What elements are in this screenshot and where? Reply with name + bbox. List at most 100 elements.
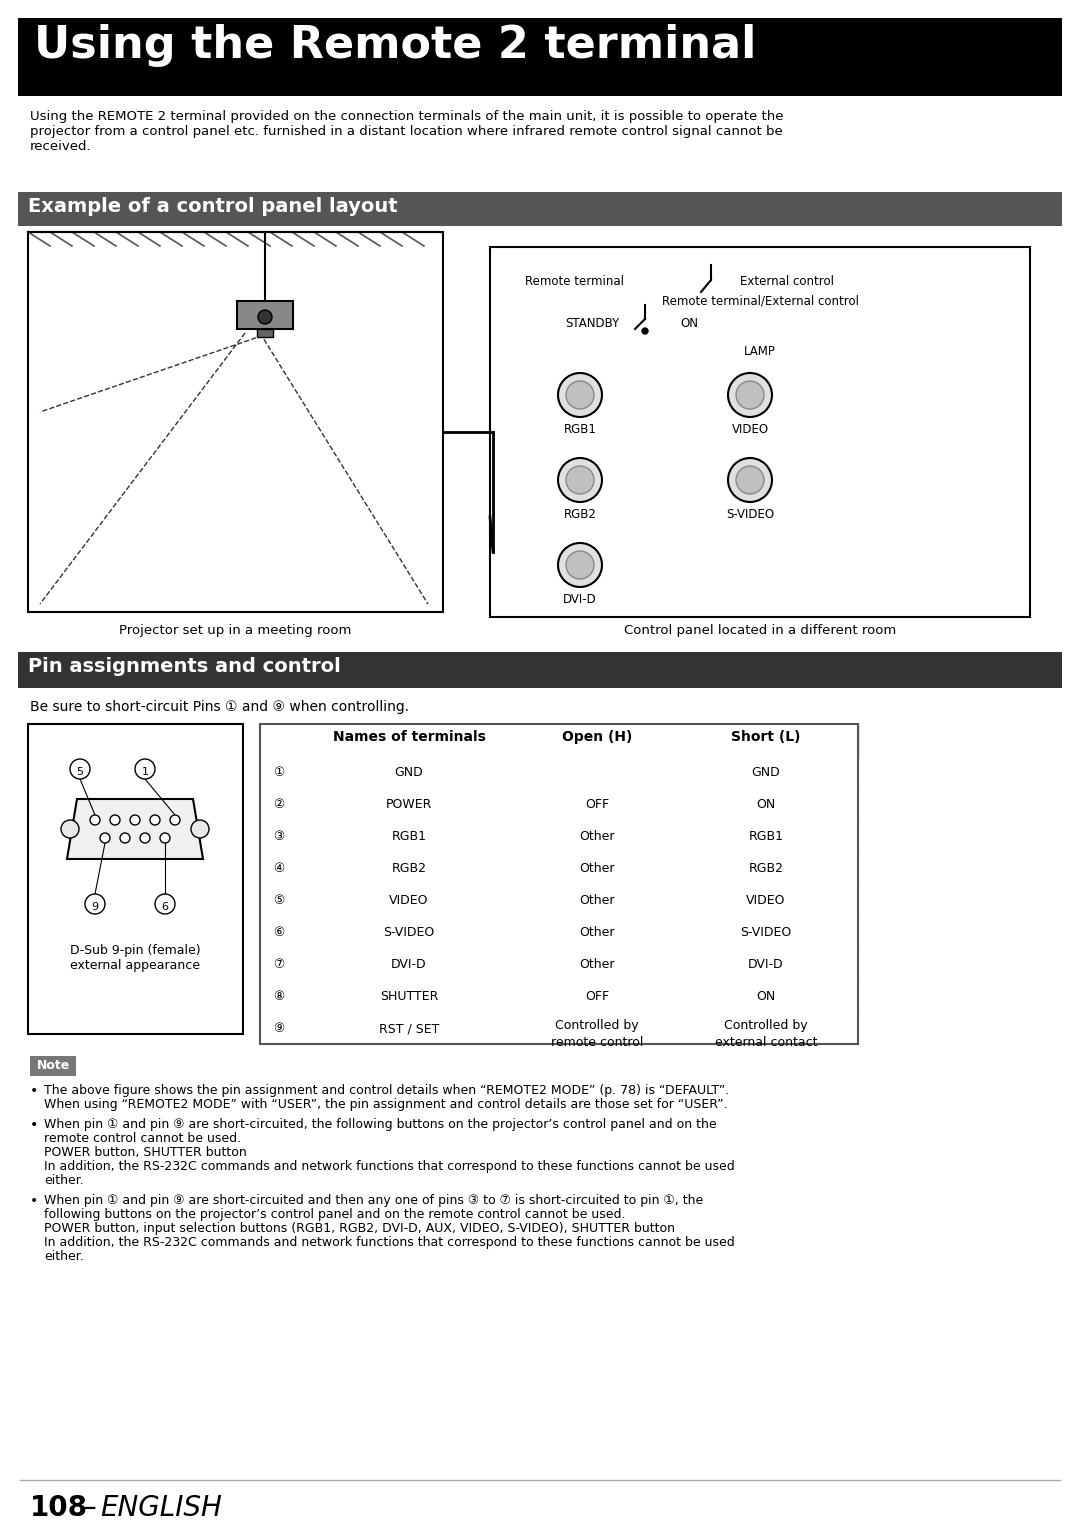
Text: Be sure to short-circuit Pins ① and ⑨ when controlling.: Be sure to short-circuit Pins ① and ⑨ wh…	[30, 699, 409, 715]
Text: Short (L): Short (L)	[731, 730, 800, 744]
Circle shape	[735, 382, 764, 409]
Text: The above figure shows the pin assignment and control details when “REMOTE2 MODE: The above figure shows the pin assignmen…	[44, 1084, 729, 1096]
Text: Example of a control panel layout: Example of a control panel layout	[28, 197, 397, 215]
Text: GND: GND	[752, 767, 781, 779]
Circle shape	[100, 834, 110, 843]
Text: DVI-D: DVI-D	[748, 959, 784, 971]
Text: external contact: external contact	[715, 1035, 818, 1049]
Text: Note: Note	[37, 1060, 69, 1072]
Circle shape	[642, 328, 648, 334]
Text: 5: 5	[77, 767, 83, 777]
Bar	[260, 756, 858, 788]
Circle shape	[170, 815, 180, 825]
Text: Control panel located in a different room: Control panel located in a different roo…	[624, 625, 896, 637]
Text: S-VIDEO: S-VIDEO	[383, 927, 434, 939]
Text: remote control: remote control	[551, 1035, 644, 1049]
Bar	[18, 192, 1062, 226]
Bar	[257, 328, 273, 337]
Text: VIDEO: VIDEO	[746, 895, 786, 907]
Text: ON: ON	[680, 318, 698, 330]
Text: Pin assignments and control: Pin assignments and control	[28, 657, 341, 676]
Text: Other: Other	[579, 831, 615, 843]
Text: STANDBY: STANDBY	[565, 318, 619, 330]
Circle shape	[135, 759, 156, 779]
Text: GND: GND	[394, 767, 423, 779]
Circle shape	[566, 466, 594, 495]
Text: 108: 108	[30, 1493, 87, 1522]
Text: When using “REMOTE2 MODE” with “USER”, the pin assignment and control details ar: When using “REMOTE2 MODE” with “USER”, t…	[44, 1098, 728, 1112]
Circle shape	[110, 815, 120, 825]
Bar	[260, 788, 858, 820]
Text: RST / SET: RST / SET	[379, 1023, 440, 1035]
Text: OFF: OFF	[585, 991, 609, 1003]
Text: In addition, the RS-232C commands and network functions that correspond to these: In addition, the RS-232C commands and ne…	[44, 1161, 734, 1173]
Text: ON: ON	[756, 799, 775, 811]
Text: ON: ON	[756, 991, 775, 1003]
Text: RGB1: RGB1	[391, 831, 427, 843]
Text: ⑨: ⑨	[273, 1023, 285, 1035]
Text: S-VIDEO: S-VIDEO	[741, 927, 792, 939]
Text: Other: Other	[579, 895, 615, 907]
Text: Controlled by: Controlled by	[555, 1020, 638, 1032]
Text: RGB2: RGB2	[391, 863, 427, 875]
Text: POWER: POWER	[386, 799, 432, 811]
Circle shape	[160, 834, 170, 843]
Text: –: –	[75, 1493, 106, 1522]
Text: either.: either.	[44, 1251, 84, 1263]
Text: ⑤: ⑤	[273, 895, 285, 907]
Text: OFF: OFF	[585, 799, 609, 811]
Text: ④: ④	[273, 863, 285, 875]
Text: ⑦: ⑦	[273, 959, 285, 971]
Text: Controlled by: Controlled by	[725, 1020, 808, 1032]
Text: VIDEO: VIDEO	[389, 895, 429, 907]
Circle shape	[140, 834, 150, 843]
Text: RGB2: RGB2	[564, 508, 596, 521]
Text: Remote terminal: Remote terminal	[525, 275, 624, 289]
Text: •: •	[30, 1194, 38, 1208]
Bar	[260, 724, 858, 756]
Text: D-Sub 9-pin (female)
external appearance: D-Sub 9-pin (female) external appearance	[70, 944, 200, 973]
Text: External control: External control	[740, 275, 834, 289]
Text: Other: Other	[579, 927, 615, 939]
Text: Projector set up in a meeting room: Projector set up in a meeting room	[119, 625, 351, 637]
Text: DVI-D: DVI-D	[391, 959, 427, 971]
Text: 1: 1	[141, 767, 149, 777]
Bar	[18, 18, 1062, 96]
Text: Names of terminals: Names of terminals	[333, 730, 485, 744]
Text: SHUTTER: SHUTTER	[380, 991, 438, 1003]
Circle shape	[150, 815, 160, 825]
Bar	[18, 652, 1062, 689]
Circle shape	[156, 893, 175, 915]
Bar	[260, 884, 858, 916]
Bar	[28, 232, 443, 612]
Circle shape	[258, 310, 272, 324]
Bar	[260, 1012, 858, 1044]
Circle shape	[90, 815, 100, 825]
Text: ①: ①	[273, 767, 285, 779]
Text: ⑧: ⑧	[273, 991, 285, 1003]
Text: Using the Remote 2 terminal: Using the Remote 2 terminal	[33, 24, 756, 67]
Circle shape	[191, 820, 210, 838]
Text: LAMP: LAMP	[744, 345, 775, 357]
Text: RGB1: RGB1	[748, 831, 783, 843]
Bar	[28, 724, 243, 1034]
Text: •: •	[30, 1084, 38, 1098]
Circle shape	[60, 820, 79, 838]
Circle shape	[566, 382, 594, 409]
Text: Remote terminal/External control: Remote terminal/External control	[661, 295, 859, 308]
Text: ⑥: ⑥	[273, 927, 285, 939]
Circle shape	[728, 458, 772, 502]
Bar	[490, 247, 1030, 617]
Bar	[30, 1057, 76, 1077]
Circle shape	[558, 458, 602, 502]
Text: Using the REMOTE 2 terminal provided on the connection terminals of the main uni: Using the REMOTE 2 terminal provided on …	[30, 110, 783, 153]
Circle shape	[558, 373, 602, 417]
Text: Open (H): Open (H)	[562, 730, 632, 744]
Circle shape	[120, 834, 130, 843]
Text: ③: ③	[273, 831, 285, 843]
Text: When pin ① and pin ⑨ are short-circuited, the following buttons on the projector: When pin ① and pin ⑨ are short-circuited…	[44, 1118, 717, 1132]
Bar	[260, 724, 858, 1044]
Circle shape	[728, 373, 772, 417]
Bar	[237, 301, 293, 328]
Text: Other: Other	[579, 959, 615, 971]
